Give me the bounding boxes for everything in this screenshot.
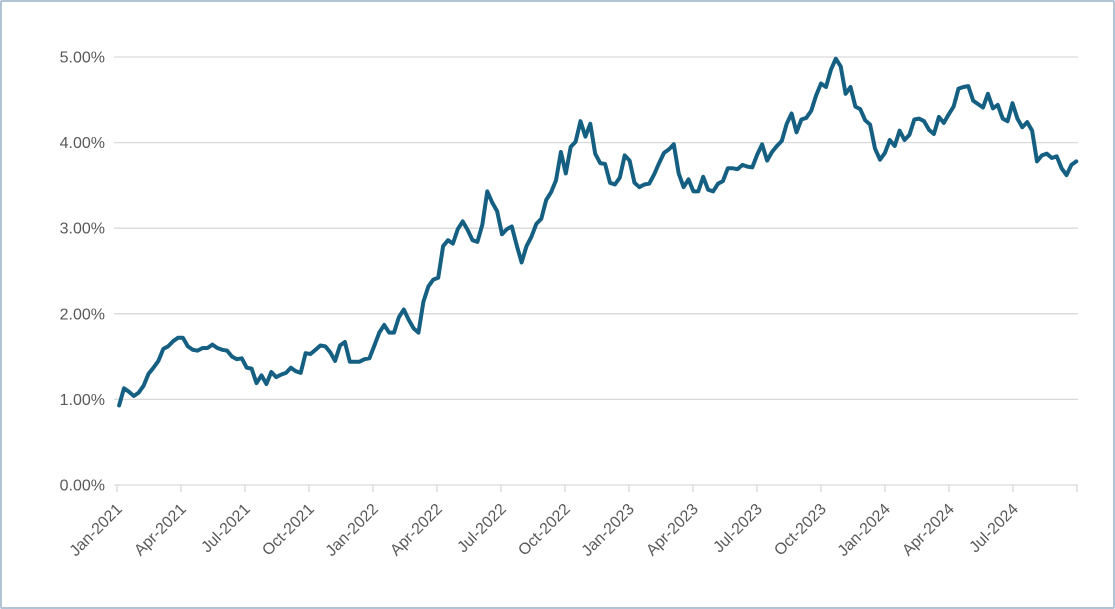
y-tick-label: 4.00% — [60, 135, 105, 152]
y-tick-label: 3.00% — [60, 221, 105, 238]
x-tick-label: Jul-2021 — [198, 501, 253, 556]
gridlines — [114, 56, 1078, 401]
y-tick-label: 0.00% — [60, 478, 105, 495]
x-tick-label: Jan-2022 — [323, 501, 382, 560]
x-tick-label: Oct-2022 — [515, 501, 574, 560]
data-line — [117, 56, 1079, 408]
x-tick-label: Jan-2021 — [67, 501, 126, 560]
y-tick-label: 2.00% — [60, 306, 105, 323]
x-tick-label: Jul-2022 — [454, 501, 509, 556]
x-tick-label: Oct-2021 — [259, 501, 318, 560]
x-tick-label: Jan-2023 — [579, 501, 638, 560]
y-axis-labels: 0.00% 1.00% 2.00% 3.00% 4.00% 5.00% — [60, 50, 105, 495]
y-tick-label: 5.00% — [60, 50, 105, 67]
x-axis-labels: Jan-2021 Apr-2021 Jul-2021 Oct-2021 Jan-2022… — [67, 501, 1022, 560]
x-axis — [114, 484, 1078, 492]
x-tick-label: Oct-2023 — [771, 501, 830, 560]
x-tick-label: Jan-2024 — [835, 501, 894, 560]
x-tick-label: Jul-2024 — [966, 501, 1021, 556]
x-tick-label: Apr-2024 — [899, 501, 958, 560]
x-tick-label: Apr-2021 — [131, 501, 190, 560]
y-tick-label: 1.00% — [60, 392, 105, 409]
x-tick-label: Apr-2022 — [387, 501, 446, 560]
x-tick-label: Apr-2023 — [643, 501, 702, 560]
x-tick-label: Jul-2023 — [710, 501, 765, 556]
